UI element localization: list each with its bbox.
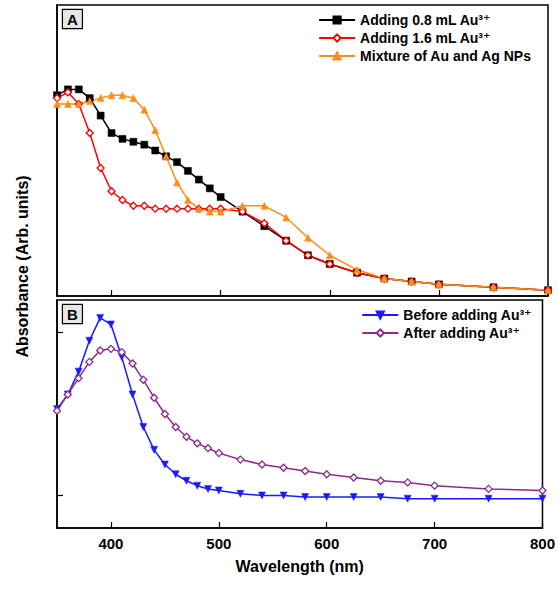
- svg-text:500: 500: [206, 535, 231, 552]
- svg-text:After adding Au³⁺: After adding Au³⁺: [403, 325, 520, 341]
- svg-text:B: B: [67, 306, 78, 323]
- svg-text:A: A: [67, 11, 78, 28]
- svg-text:700: 700: [422, 535, 447, 552]
- svg-text:Adding 1.6 mL Au³⁺: Adding 1.6 mL Au³⁺: [360, 30, 490, 46]
- svg-text:Mixture of Au and Ag NPs: Mixture of Au and Ag NPs: [360, 48, 531, 64]
- svg-text:400: 400: [98, 535, 123, 552]
- svg-text:Wavelength (nm): Wavelength (nm): [236, 558, 364, 575]
- svg-text:Adding 0.8 mL Au³⁺: Adding 0.8 mL Au³⁺: [360, 12, 490, 28]
- svg-text:600: 600: [314, 535, 339, 552]
- svg-text:Absorbance (Arb. units): Absorbance (Arb. units): [14, 175, 31, 357]
- svg-text:Before adding Au³⁺: Before adding Au³⁺: [403, 307, 531, 323]
- svg-text:800: 800: [530, 535, 555, 552]
